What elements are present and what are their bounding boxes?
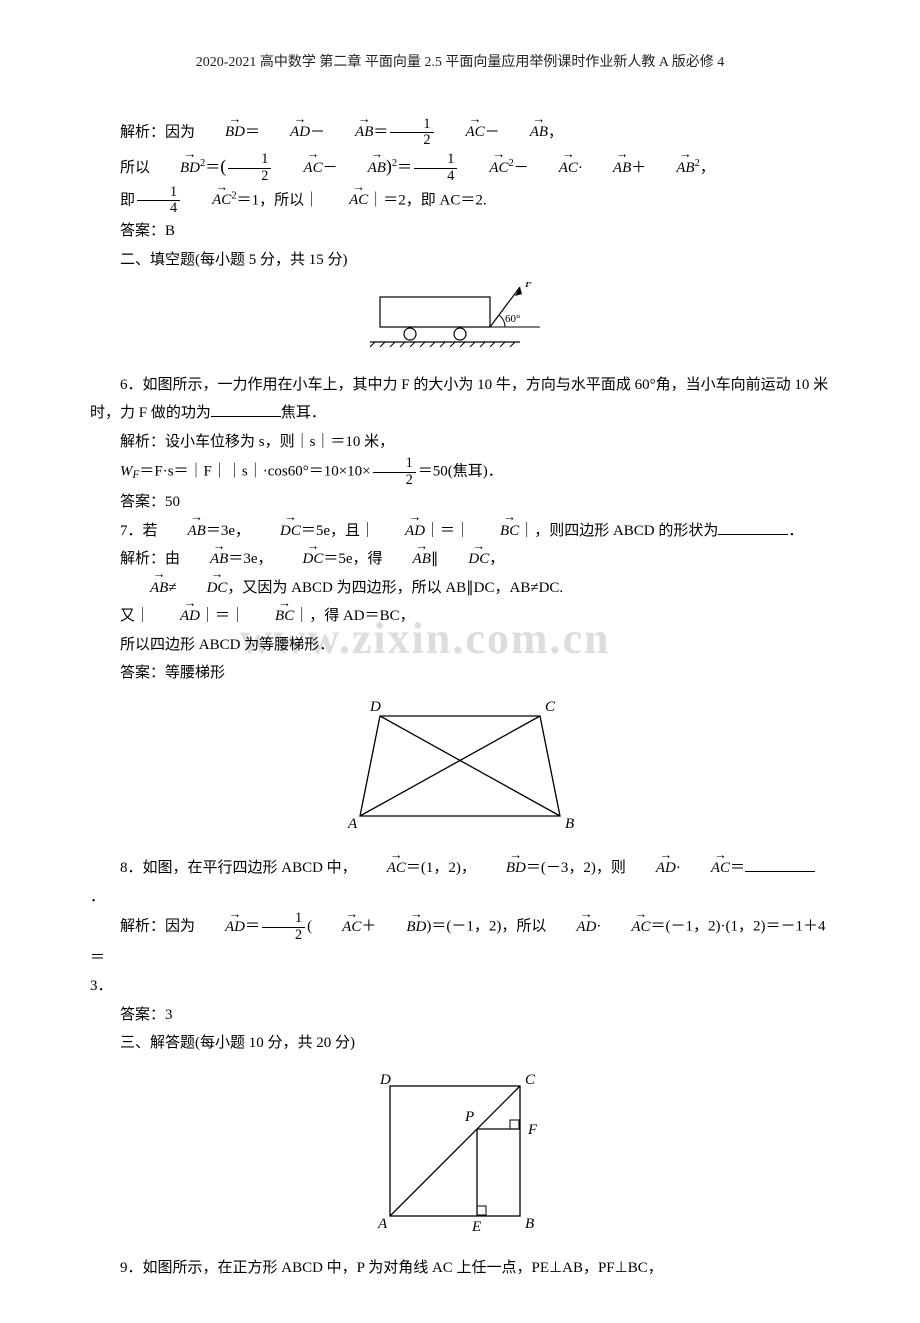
svg-text:A: A — [347, 816, 358, 832]
svg-text:D: D — [379, 1072, 391, 1088]
svg-text:C: C — [525, 1072, 536, 1088]
q9-text: 9．如图所示，在正方形 ABCD 中，P 为对角线 AC 上任一点，PE⊥AB，… — [90, 1254, 830, 1283]
q5-analysis-line3: 即14AC2＝1，所以｜AC｜＝2，即 AC＝2. — [90, 185, 830, 217]
q8-analysis: 解析：因为AD＝12(AC＋BD)＝(－1，2)，所以AD·AC＝(－1，2)·… — [90, 911, 830, 972]
q6-analysis: 解析：设小车位移为 s，则｜s｜＝10 米， — [90, 428, 830, 457]
q7-analysis-2: AB≠DC，又因为 ABCD 为四边形，所以 AB∥DC，AB≠DC. — [90, 574, 830, 603]
q6-work: WF＝F·s＝｜F｜｜s｜·cos60°＝10×10×12＝50(焦耳)． — [90, 456, 830, 488]
svg-text:60°: 60° — [505, 313, 520, 325]
q9-figure: D C A B E F P — [90, 1066, 830, 1247]
svg-text:P: P — [464, 1109, 474, 1125]
svg-text:B: B — [525, 1216, 534, 1232]
q8-answer: 答案：3 — [90, 1001, 830, 1030]
section3-title: 三、解答题(每小题 10 分，共 20 分) — [90, 1029, 830, 1058]
svg-text:F: F — [524, 282, 534, 290]
q5-answer: 答案：B — [90, 217, 830, 246]
q7-conclusion: 所以四边形 ABCD 为等腰梯形． — [90, 631, 830, 660]
svg-text:B: B — [565, 816, 574, 832]
section2-title: 二、填空题(每小题 5 分，共 15 分) — [90, 246, 830, 275]
svg-text:D: D — [369, 699, 381, 715]
svg-text:E: E — [471, 1219, 481, 1235]
svg-text:F: F — [527, 1122, 538, 1138]
q6-text: 6．如图所示，一力作用在小车上，其中力 F 的大小为 10 牛，方向与水平面成 … — [90, 371, 830, 428]
svg-text:C: C — [545, 699, 556, 715]
page-header: 2020-2021 高中数学 第二章 平面向量 2.5 平面向量应用举例课时作业… — [90, 50, 830, 77]
q7-analysis-3: 又｜AD｜＝｜BC｜，得 AD＝BC， — [90, 602, 830, 631]
q7-answer: 答案：等腰梯形 — [90, 659, 830, 688]
q8-final: 3． — [90, 972, 830, 1001]
svg-text:A: A — [377, 1216, 388, 1232]
q6-figure: F 60° — [90, 282, 830, 363]
q8-figure: D C A B — [90, 696, 830, 847]
